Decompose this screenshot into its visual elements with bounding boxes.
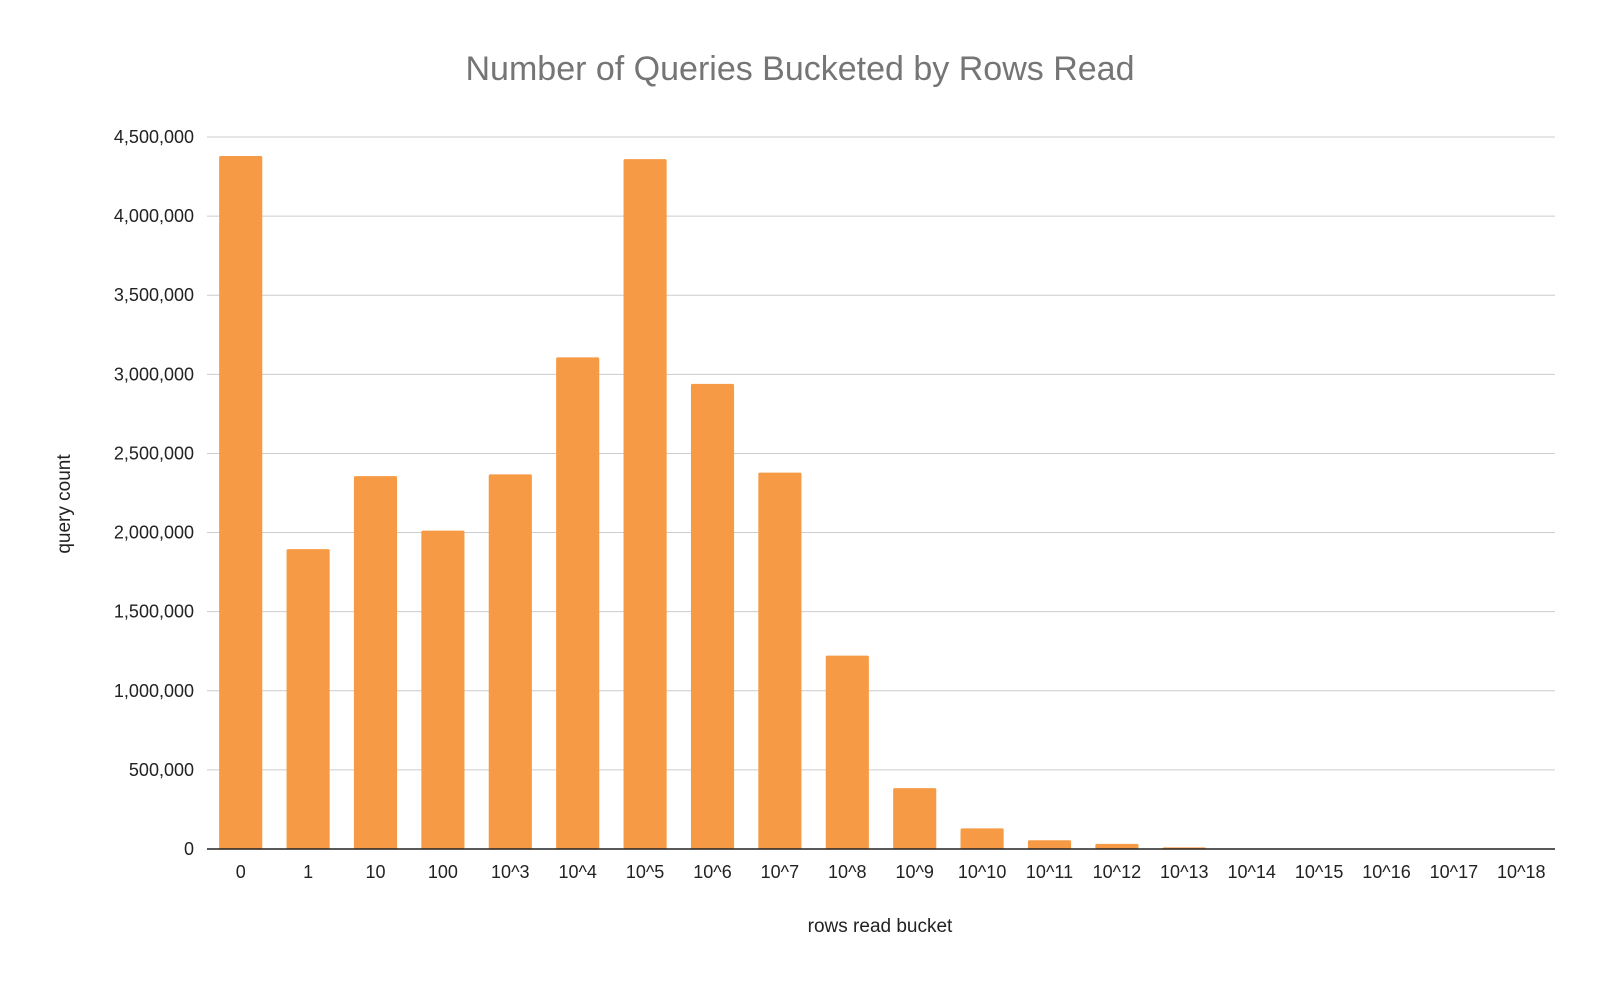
bar <box>960 828 1004 849</box>
x-tick-label: 10^3 <box>491 862 529 882</box>
y-tick-label: 500,000 <box>129 760 194 780</box>
x-tick-label: 10^18 <box>1497 862 1546 882</box>
bar <box>353 476 398 849</box>
x-tick-label: 10^17 <box>1430 862 1479 882</box>
bar <box>556 357 600 849</box>
x-tick-label: 10^5 <box>626 862 664 882</box>
y-axis-label: query count <box>54 454 75 554</box>
x-tick-label: 10^15 <box>1295 862 1344 882</box>
x-tick-label: 10^14 <box>1227 862 1276 882</box>
bar <box>286 549 330 849</box>
x-tick-labels: 0 1 10 100 10^3 10^4 10^5 10^6 10^7 10^8 10^9 10^10… <box>236 862 1546 882</box>
x-tick-label: 1 <box>303 862 313 882</box>
y-tick-label: 4,500,000 <box>114 127 194 147</box>
x-tick-label: 100 <box>428 862 458 882</box>
bar <box>893 788 937 849</box>
y-tick-labels: 0 500,000 1,000,000 1,500,000 2,000,000 2,500… <box>114 127 194 859</box>
bar <box>825 655 869 849</box>
x-tick-label: 10^16 <box>1362 862 1411 882</box>
x-tick-label: 10^12 <box>1093 862 1142 882</box>
y-tick-label: 2,500,000 <box>114 443 194 463</box>
y-tick-label: 3,000,000 <box>114 364 194 384</box>
bar <box>758 472 802 849</box>
x-tick-label: 10 <box>365 862 385 882</box>
x-tick-label: 0 <box>236 862 246 882</box>
chart-title: Number of Queries Bucketed by Rows Read <box>466 50 1135 88</box>
y-tick-label: 0 <box>184 839 194 859</box>
bar <box>623 159 667 849</box>
bar <box>690 383 735 849</box>
x-tick-label: 10^13 <box>1160 862 1209 882</box>
x-tick-label: 10^4 <box>558 862 596 882</box>
bars <box>219 155 1206 849</box>
x-tick-label: 10^7 <box>761 862 799 882</box>
y-tick-label: 1,000,000 <box>114 681 194 701</box>
x-tick-label: 10^9 <box>895 862 933 882</box>
bar <box>488 474 532 849</box>
bar <box>219 155 263 849</box>
y-tick-label: 3,500,000 <box>114 285 194 305</box>
x-axis-label: rows read bucket <box>808 916 953 937</box>
x-tick-label: 10^8 <box>828 862 866 882</box>
x-tick-label: 10^10 <box>958 862 1007 882</box>
gridlines <box>207 136 1555 771</box>
bar <box>421 530 465 849</box>
x-tick-label: 10^11 <box>1026 862 1073 882</box>
y-tick-label: 4,000,000 <box>114 206 194 226</box>
bar <box>1095 843 1139 849</box>
y-tick-label: 2,000,000 <box>114 523 194 543</box>
bar <box>1027 840 1072 849</box>
x-tick-label: 10^6 <box>693 862 731 882</box>
y-tick-label: 1,500,000 <box>114 602 194 622</box>
